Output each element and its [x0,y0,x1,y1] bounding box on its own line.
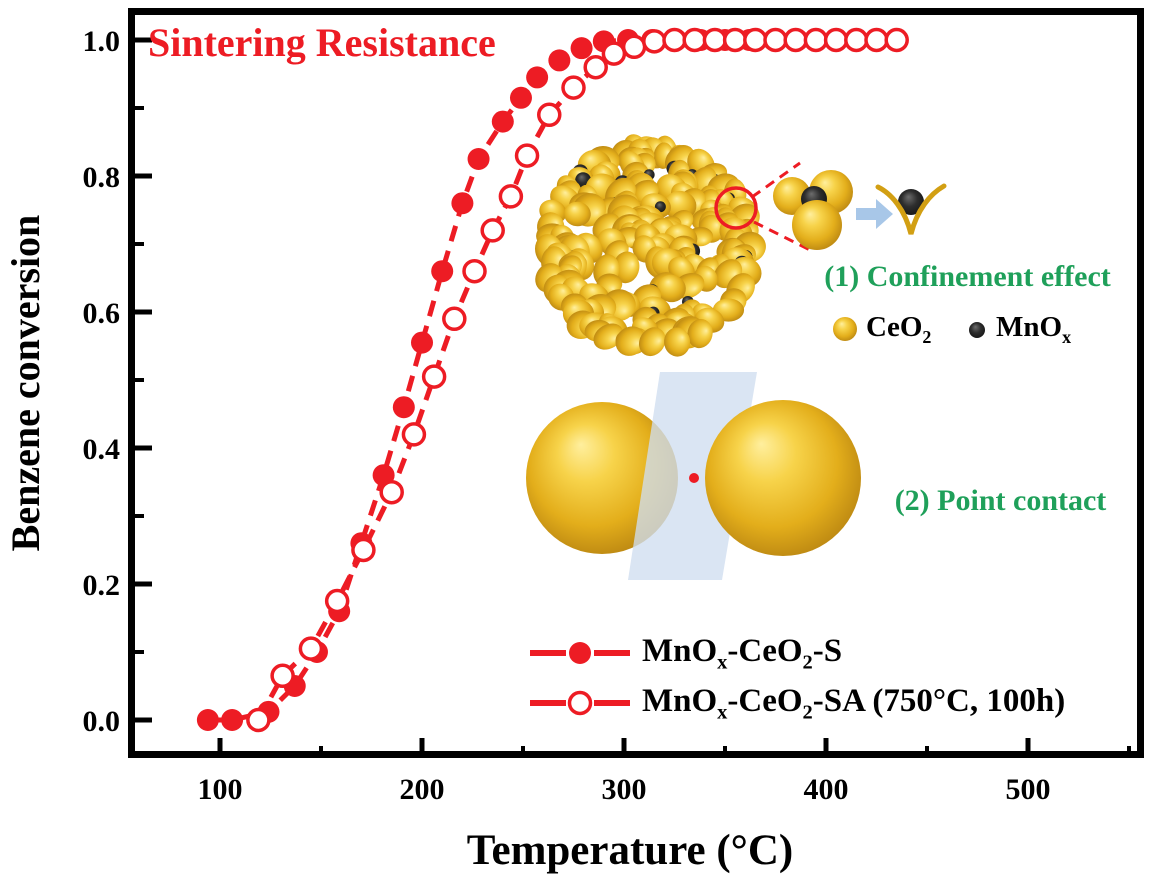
series-s-marker [196,709,219,731]
zoomed-particle-group [773,170,853,250]
series-sa-marker [270,663,295,689]
zoom-ray-top [751,161,801,199]
mnox-legend-swatch [969,322,985,338]
series-sa-marker [480,218,505,243]
series-sa-marker [884,27,909,53]
series-s-marker [526,66,549,89]
chart-title: Sintering Resistance [148,20,496,65]
series-sa-marker [324,588,350,614]
series-s-marker [451,192,474,215]
ceo2-particle [656,274,686,303]
series-sa-marker [514,143,540,168]
legend-marker-open [567,690,593,716]
ceo2-particle [615,326,646,356]
ceo2-legend-swatch [833,317,857,341]
arrow-right-icon [856,199,893,229]
series-sa-marker [823,27,849,53]
series-sa-marker [401,422,427,447]
plot-frame [128,8,1144,758]
series-sa-marker [763,27,788,53]
series-sa-marker [702,27,728,53]
series-sa-marker [864,27,889,53]
series-sa-marker [246,707,271,733]
series-legend-label-sa: MnOx-CeO2-SA (750°C, 100h) [642,683,1066,724]
y-tick-label: 0.2 [83,569,121,602]
y-tick-label: 0.6 [83,297,121,330]
series-s-marker [221,709,244,731]
zoom-circle-annotation [714,186,758,230]
series-sa-marker [783,27,808,53]
series-sa-marker [498,184,524,209]
point-contact-sphere-right [705,400,861,556]
y-tick-label: 0.4 [83,433,121,466]
ceo2-particle [612,251,640,284]
mnox-legend-label: MnOx [996,311,1072,347]
series-sa-marker [351,537,376,563]
series-s-marker [392,396,415,419]
ceo2-particle [687,318,713,349]
x-axis-title: Temperature (°C) [466,827,794,874]
y-tick-label: 0.0 [83,705,121,738]
series-sa-marker [462,258,487,284]
contact-point-dot [689,473,699,483]
point-contact-caption: (2) Point contact [894,484,1107,517]
series-sa-marker [743,27,768,53]
series-sa-marker [682,27,707,53]
series-s-marker [509,86,532,109]
series-sa-marker [583,54,608,80]
series-sa-marker [803,27,829,53]
series-sa-marker [379,479,404,505]
series-sa-marker [844,27,869,53]
series-s-marker [570,37,593,60]
confined-mnox-particle [898,189,924,215]
series-sa-marker [601,41,627,66]
x-tick-label: 100 [198,773,243,806]
series-legend-label-s: MnOx-CeO2-S [642,633,843,674]
x-tick-label: 500 [1006,773,1051,806]
x-tick-label: 300 [602,773,647,806]
series-s-marker [431,260,454,283]
ceo2-particle [564,201,591,227]
series-s-marker [491,110,514,133]
y-tick-label: 0.8 [83,161,121,194]
gold-cradle [875,183,947,235]
series-s-marker [467,148,490,170]
x-tick-label: 200 [400,773,445,806]
series-sa-line [256,37,897,722]
y-axis-title: Benzene conversion [3,214,48,552]
series-sa-marker [537,102,562,128]
series-sa-marker [561,75,586,100]
series-sa-marker [442,306,467,332]
series-s-marker [411,331,433,354]
series-sa-marker [722,27,748,53]
zoom-ray-bottom [753,220,813,253]
ceo2-particle [664,327,691,357]
ceo2-legend-label: CeO2 [866,311,932,347]
legend-marker-filled [569,642,591,664]
y-tick-label: 1.0 [83,25,121,58]
x-tick-label: 400 [804,773,849,806]
ceo2-particle [792,200,842,250]
series-sa-marker [421,364,447,389]
series-sa-marker [621,34,647,60]
series-sa [246,27,909,733]
ceo2-particle [638,327,666,357]
series-sa-marker [298,636,324,661]
series-s-marker [548,49,571,72]
series-sa-marker [642,29,667,54]
nanoparticle-cluster [535,134,766,357]
confinement-effect-caption: (1) Confinement effect [824,260,1111,293]
series-sa-marker [662,27,687,53]
